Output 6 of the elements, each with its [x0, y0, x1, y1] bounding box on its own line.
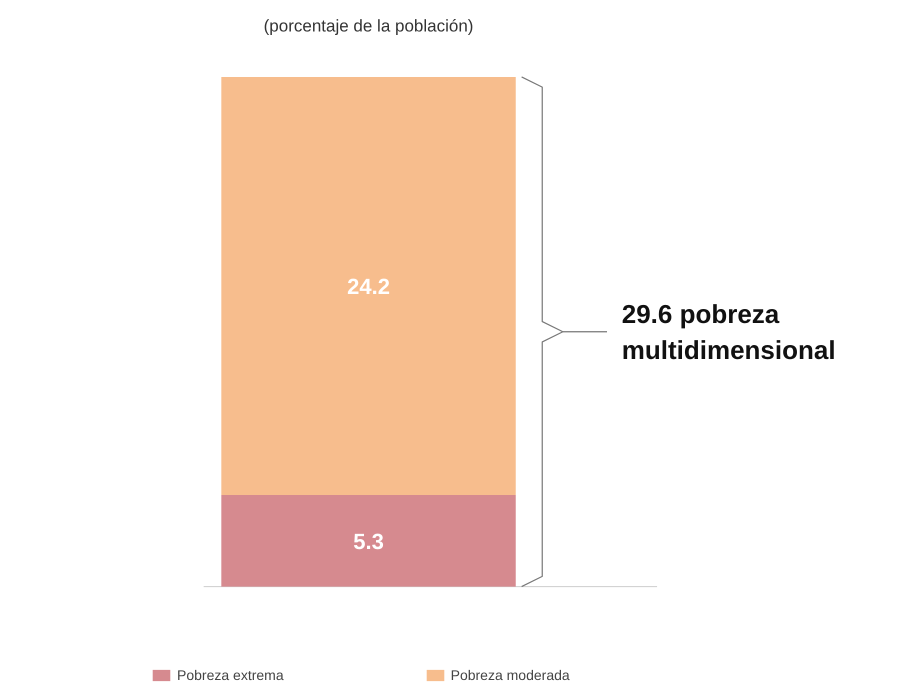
legend-label: Pobreza moderada [450, 667, 570, 683]
text: 29.6 pobreza multidimensional [622, 298, 836, 365]
chart-subtitle: (porcentaje de la población) [264, 16, 474, 36]
data-label: 5.3 [353, 528, 384, 554]
data-label: 24.2 [347, 274, 390, 299]
legend-label: Pobreza extrema [177, 667, 284, 683]
